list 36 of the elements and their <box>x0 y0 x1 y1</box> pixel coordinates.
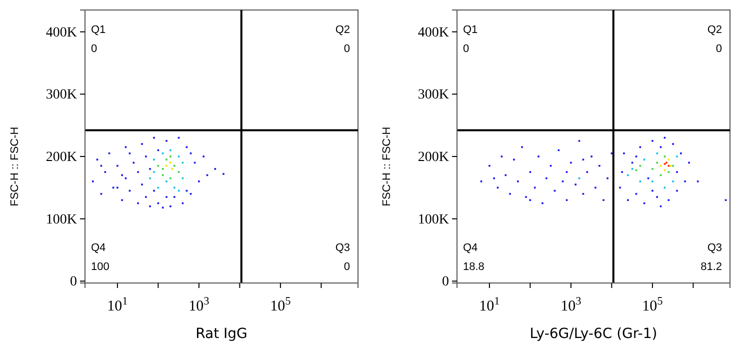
annotation: 0 <box>463 43 470 55</box>
annotation: 0 <box>344 43 350 55</box>
y-tick-label: 100K <box>418 212 449 228</box>
annotation: Q1 <box>463 24 478 36</box>
y-tick-label: 400K <box>418 25 449 40</box>
annotation: Q4 <box>463 242 478 254</box>
y-tick-label: 300K <box>418 88 449 103</box>
y-tick-label: 100K <box>46 212 77 228</box>
x-tick-label: 10$^{1}$ <box>107 296 128 314</box>
annotation: Q2 <box>707 24 722 36</box>
annotation: Q1 <box>91 24 106 36</box>
annotation: Q4 <box>91 242 106 254</box>
y-tick-label: 300K <box>46 88 77 103</box>
y-tick-label: 0 <box>70 274 77 290</box>
y-tick-label: 0 <box>442 274 449 290</box>
annotation: 0 <box>91 43 98 55</box>
x-tick-label: 10$^{3}$ <box>560 296 582 314</box>
annotation: 0 <box>344 261 350 273</box>
x-tick-label: 10$^{5}$ <box>270 296 292 314</box>
annotation: 100 <box>91 261 110 273</box>
y-tick-label: 200K <box>46 150 77 165</box>
x-axis-title: Ly-6G/Ly-6C (Gr-1) <box>530 326 658 342</box>
annotation: Q2 <box>335 24 350 36</box>
annotation: 81.2 <box>700 261 722 273</box>
y-axis-title: FSC-H :: FSC-H <box>9 126 21 206</box>
annotation: 18.8 <box>463 261 484 273</box>
y-axis-title: FSC-H :: FSC-H <box>381 126 393 206</box>
annotation: Q3 <box>335 242 350 254</box>
x-axis-title: Rat IgG <box>196 326 248 342</box>
annotation: Q3 <box>707 242 722 254</box>
x-tick-label: 10$^{1}$ <box>479 296 500 314</box>
annotation: 0 <box>716 43 722 55</box>
y-tick-label: 200K <box>418 150 449 165</box>
y-tick-label: 400K <box>46 25 77 40</box>
x-tick-label: 10$^{5}$ <box>642 296 664 314</box>
x-tick-label: 10$^{3}$ <box>188 296 210 314</box>
